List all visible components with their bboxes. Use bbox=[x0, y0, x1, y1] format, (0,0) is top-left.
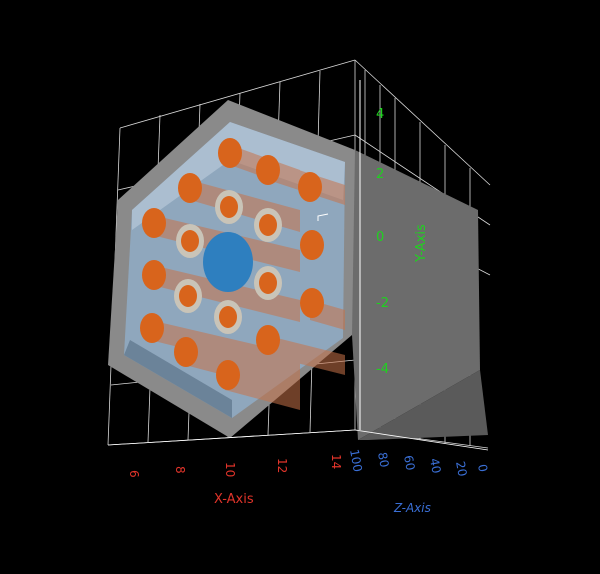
x-tick: 8 bbox=[173, 466, 187, 474]
z-tick: 40 bbox=[427, 457, 443, 474]
y-tick: 4 bbox=[376, 107, 384, 122]
center-rod bbox=[203, 232, 253, 292]
z-tick: 100 bbox=[347, 448, 365, 473]
z-tick: 60 bbox=[401, 454, 417, 471]
y-tick: 0 bbox=[376, 230, 384, 245]
x-tick: 14 bbox=[329, 454, 343, 469]
x-axis: 6 8 10 12 14 X-Axis bbox=[127, 454, 343, 507]
y-axis: 4 2 0 -2 -4 Y-Axis bbox=[376, 107, 429, 377]
x-axis-ticks-lines bbox=[107, 429, 489, 451]
z-tick: 80 bbox=[375, 451, 391, 468]
axis-marker bbox=[317, 213, 329, 221]
y-tick: -4 bbox=[376, 362, 389, 377]
x-tick: 10 bbox=[223, 462, 237, 477]
x-tick: 12 bbox=[275, 458, 289, 473]
y-axis-title: Y-Axis bbox=[414, 224, 429, 263]
z-axis: 100 80 60 40 20 0 Z-Axis bbox=[347, 448, 490, 515]
z-tick: 0 bbox=[475, 463, 490, 473]
x-tick: 6 bbox=[127, 470, 141, 478]
x-axis-title: X-Axis bbox=[214, 492, 254, 507]
fuel-rods bbox=[140, 138, 345, 410]
z-tick: 20 bbox=[453, 460, 469, 477]
z-axis-title: Z-Axis bbox=[393, 501, 431, 515]
y-tick: -2 bbox=[376, 296, 389, 311]
y-tick: 2 bbox=[376, 167, 384, 182]
